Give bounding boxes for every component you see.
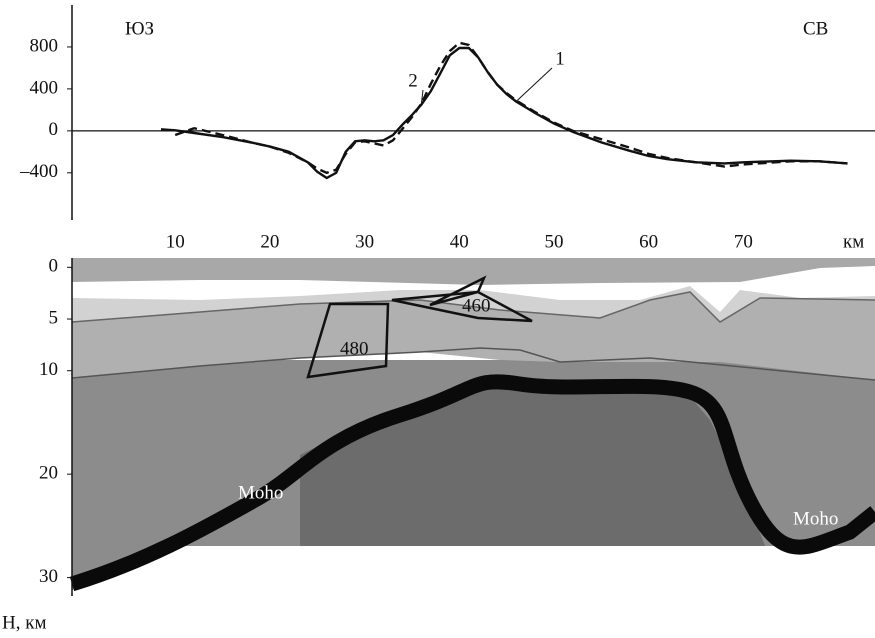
- y-tick-label: 10: [39, 359, 58, 380]
- series-line: [175, 43, 847, 173]
- y-tick-label: 5: [49, 307, 59, 328]
- y-tick-label: 800: [30, 35, 59, 56]
- x-tick-label: 60: [639, 231, 658, 252]
- annotation: ЮЗ: [125, 18, 154, 39]
- x-tick-label: 50: [544, 231, 563, 252]
- y-tick-label: 30: [39, 566, 58, 587]
- y-axis-label: H, км: [2, 612, 46, 633]
- x-tick-label: 70: [734, 231, 753, 252]
- block-label: 480: [340, 338, 369, 359]
- y-tick-label: 0: [49, 119, 59, 140]
- y-tick-label: 20: [39, 463, 58, 484]
- x-tick-label: 10: [166, 231, 185, 252]
- x-axis-label: км: [843, 231, 864, 252]
- figure: ЮЗ СВ км H, км 480 460 Moho Moho –400 0 40…: [0, 0, 875, 638]
- series-label: 2: [408, 70, 418, 91]
- y-tick-label: 0: [49, 256, 59, 277]
- x-tick-label: 20: [260, 231, 279, 252]
- series-label: 1: [555, 48, 565, 69]
- x-tick-label: 40: [450, 231, 469, 252]
- block-label: 460: [462, 295, 491, 316]
- series-line: [161, 48, 848, 178]
- y-tick-label: –400: [19, 161, 58, 182]
- annotation: СВ: [803, 18, 828, 39]
- leader-line: [516, 68, 552, 101]
- y-tick-label: 400: [30, 77, 59, 98]
- moho-label: Moho: [238, 482, 283, 503]
- moho-label: Moho: [793, 508, 838, 529]
- x-tick-label: 30: [355, 231, 374, 252]
